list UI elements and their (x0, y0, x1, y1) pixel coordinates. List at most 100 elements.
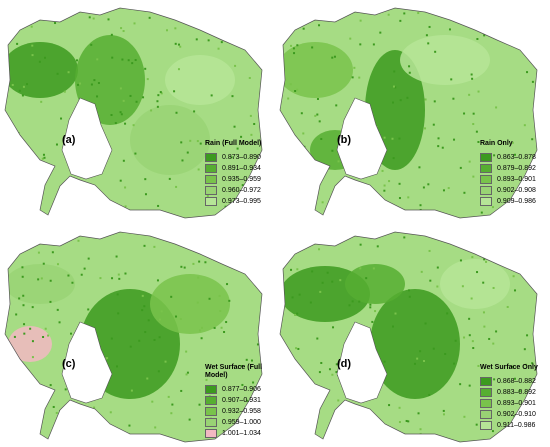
legend-text: 0.907–0.931 (222, 397, 261, 404)
dot (93, 79, 96, 82)
dot (493, 154, 496, 157)
dot (96, 58, 99, 61)
dot (147, 319, 150, 322)
legend-swatch (480, 421, 492, 430)
dot (124, 122, 127, 125)
dot (22, 304, 25, 307)
dot (320, 361, 323, 364)
dot (180, 141, 183, 144)
dot (471, 340, 474, 343)
dot (493, 378, 496, 381)
dot (353, 66, 356, 69)
dot (157, 370, 160, 373)
dot (26, 83, 29, 86)
dot (359, 243, 362, 246)
dot (67, 274, 70, 277)
dot (331, 149, 334, 152)
dot (146, 78, 149, 81)
dot (55, 411, 58, 414)
dot (87, 308, 90, 311)
dot (476, 37, 479, 40)
legend-item: 0.863–0.878 (480, 152, 546, 163)
dot (253, 122, 256, 125)
dot (335, 363, 338, 366)
dot (228, 299, 231, 302)
dot (480, 13, 483, 16)
legend-text: 0.902–0.908 (497, 187, 536, 194)
dot (352, 404, 355, 407)
dot (240, 135, 243, 138)
dot (403, 12, 406, 15)
dot (491, 20, 494, 23)
dot (204, 261, 207, 264)
dot (428, 393, 431, 396)
dot (482, 311, 485, 314)
patch (370, 289, 460, 399)
map-panel (279, 7, 538, 219)
dot (357, 406, 360, 409)
dot (531, 362, 534, 365)
dot (358, 300, 361, 303)
dot (383, 136, 386, 139)
dot (436, 266, 439, 269)
dot (376, 245, 379, 248)
dot (526, 71, 529, 74)
dot (223, 331, 226, 334)
dot (506, 305, 509, 308)
dot (468, 384, 471, 387)
dot (349, 37, 352, 40)
dot (173, 90, 176, 93)
dot (40, 100, 43, 103)
legend-text: 0.911–0.986 (497, 422, 536, 429)
dot (391, 101, 394, 104)
dot (398, 406, 401, 409)
outline (4, 7, 263, 219)
dot (29, 188, 32, 191)
dot (408, 295, 411, 298)
dot (43, 156, 46, 159)
dot (406, 96, 409, 99)
dot (114, 122, 117, 125)
dot (407, 420, 410, 423)
patch (5, 42, 78, 98)
dot (523, 124, 526, 127)
dot (286, 175, 289, 178)
dot (167, 395, 170, 398)
dot (157, 94, 160, 97)
dot (296, 268, 299, 271)
dot (252, 381, 255, 384)
dot (31, 44, 34, 47)
dot (111, 277, 114, 280)
dot (76, 203, 79, 206)
dot (141, 294, 144, 297)
dot (388, 404, 391, 407)
dot (518, 390, 521, 393)
dot (332, 416, 335, 419)
panel-label: (d) (337, 358, 352, 370)
dot (472, 347, 475, 350)
dot (432, 347, 435, 350)
dot (492, 342, 495, 345)
dot (225, 321, 228, 324)
dot (109, 411, 112, 414)
dot (198, 329, 201, 332)
dot (372, 267, 375, 270)
dot (52, 209, 55, 212)
dot (198, 260, 201, 263)
dot (64, 388, 67, 391)
dot (143, 244, 146, 247)
legend-swatch (480, 197, 492, 206)
dot (241, 383, 244, 386)
legend-text: 0.973–0.995 (222, 198, 261, 205)
legend-text: 0.909–0.986 (497, 198, 536, 205)
dot (71, 408, 74, 411)
legend-item: 0.959–1.000 (205, 417, 271, 428)
dot (296, 44, 299, 47)
legend: Wet Surface Only 0.868–0.882 0.883–0.892 0.… (480, 364, 546, 431)
dot (207, 39, 210, 42)
dot (170, 412, 173, 415)
dot (437, 145, 440, 148)
legend-item: 0.911–0.986 (480, 420, 546, 431)
dot (381, 169, 384, 172)
